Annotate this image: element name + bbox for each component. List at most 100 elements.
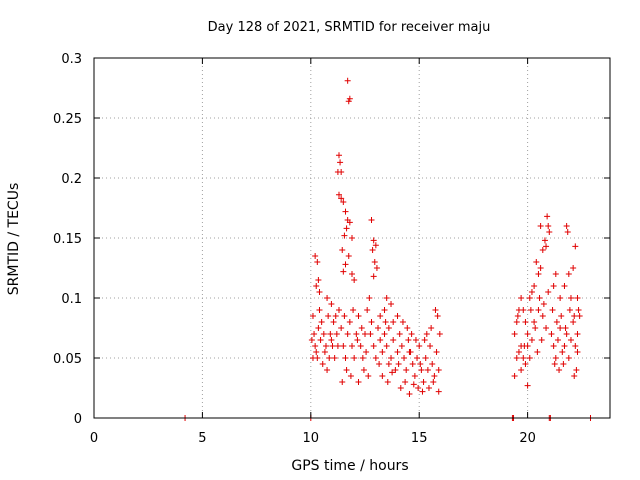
data-point	[389, 369, 396, 376]
data-point	[321, 349, 328, 355]
data-point	[514, 313, 521, 319]
data-point	[408, 331, 415, 337]
data-point	[565, 271, 572, 277]
data-point	[381, 307, 388, 313]
data-point	[342, 208, 349, 215]
data-point	[325, 313, 332, 319]
data-point	[435, 388, 442, 395]
data-point	[433, 349, 440, 355]
data-point	[414, 355, 421, 361]
data-point	[574, 295, 581, 301]
data-point	[524, 382, 531, 389]
data-point	[401, 355, 408, 361]
data-point	[535, 271, 542, 277]
data-point	[527, 307, 534, 313]
data-point	[419, 388, 426, 395]
data-point	[383, 295, 390, 301]
data-point	[534, 349, 541, 355]
data-point	[326, 355, 333, 361]
data-point	[308, 337, 315, 343]
data-point	[571, 313, 578, 319]
data-point	[421, 337, 428, 343]
x-tick-label: 20	[519, 431, 536, 446]
data-point	[567, 295, 574, 301]
data-point	[322, 343, 329, 349]
data-point	[434, 313, 441, 319]
y-tick-label: 0.05	[53, 352, 82, 367]
data-point	[328, 337, 335, 343]
data-point	[520, 307, 527, 313]
data-point	[320, 331, 327, 337]
data-point	[396, 331, 403, 337]
data-point	[427, 343, 434, 349]
data-point	[572, 343, 579, 349]
data-point	[324, 367, 331, 373]
data-point	[351, 355, 358, 361]
data-point	[573, 367, 580, 373]
data-point	[392, 367, 399, 373]
data-point	[564, 229, 571, 235]
data-point	[405, 337, 412, 343]
data-point	[339, 247, 346, 253]
chart-title: Day 128 of 2021, SRMTID for receiver maj…	[208, 20, 491, 35]
y-tick-label: 0.2	[61, 172, 82, 187]
data-point	[377, 313, 384, 319]
y-tick-label: 0.25	[53, 112, 82, 127]
data-point	[543, 325, 550, 331]
data-point	[549, 307, 556, 313]
data-point	[518, 295, 525, 301]
data-point	[341, 313, 348, 319]
data-point	[531, 319, 538, 325]
data-point	[335, 152, 342, 159]
data-point	[317, 337, 324, 343]
data-point	[521, 343, 528, 349]
data-point	[562, 325, 569, 331]
data-point	[395, 361, 402, 367]
data-point	[345, 98, 352, 105]
data-point	[524, 331, 531, 337]
data-point	[370, 343, 377, 349]
data-point	[522, 319, 529, 325]
data-point	[349, 343, 355, 349]
data-point	[372, 242, 379, 249]
data-point	[335, 191, 342, 198]
data-point	[316, 307, 323, 313]
data-point	[333, 331, 340, 337]
data-point	[520, 355, 527, 361]
data-point	[539, 313, 546, 319]
data-point	[379, 349, 386, 355]
data-point	[567, 337, 574, 343]
data-point	[351, 277, 358, 283]
data-point	[381, 331, 388, 337]
data-point	[403, 367, 410, 373]
data-point	[535, 307, 542, 313]
data-point	[526, 355, 533, 361]
data-point	[384, 379, 391, 385]
data-point	[511, 331, 518, 337]
data-point	[538, 337, 545, 343]
data-point	[563, 223, 570, 229]
data-point	[416, 343, 423, 349]
data-point	[363, 349, 370, 355]
data-point	[531, 283, 538, 289]
data-point	[337, 159, 344, 166]
data-point	[344, 331, 351, 337]
data-point	[511, 373, 518, 379]
data-point	[394, 313, 401, 319]
data-point	[375, 325, 382, 331]
data-point	[533, 259, 540, 265]
data-point	[388, 301, 395, 307]
data-point	[330, 319, 337, 325]
data-point	[557, 295, 564, 301]
data-point	[343, 225, 350, 232]
data-point	[552, 271, 559, 277]
data-point	[341, 232, 348, 239]
data-point	[344, 77, 351, 84]
data-point	[541, 237, 548, 244]
data-point	[324, 295, 331, 301]
data-point	[373, 265, 380, 271]
data-point	[311, 331, 318, 337]
data-point	[340, 268, 347, 275]
data-point	[554, 337, 561, 343]
data-point	[367, 331, 374, 337]
